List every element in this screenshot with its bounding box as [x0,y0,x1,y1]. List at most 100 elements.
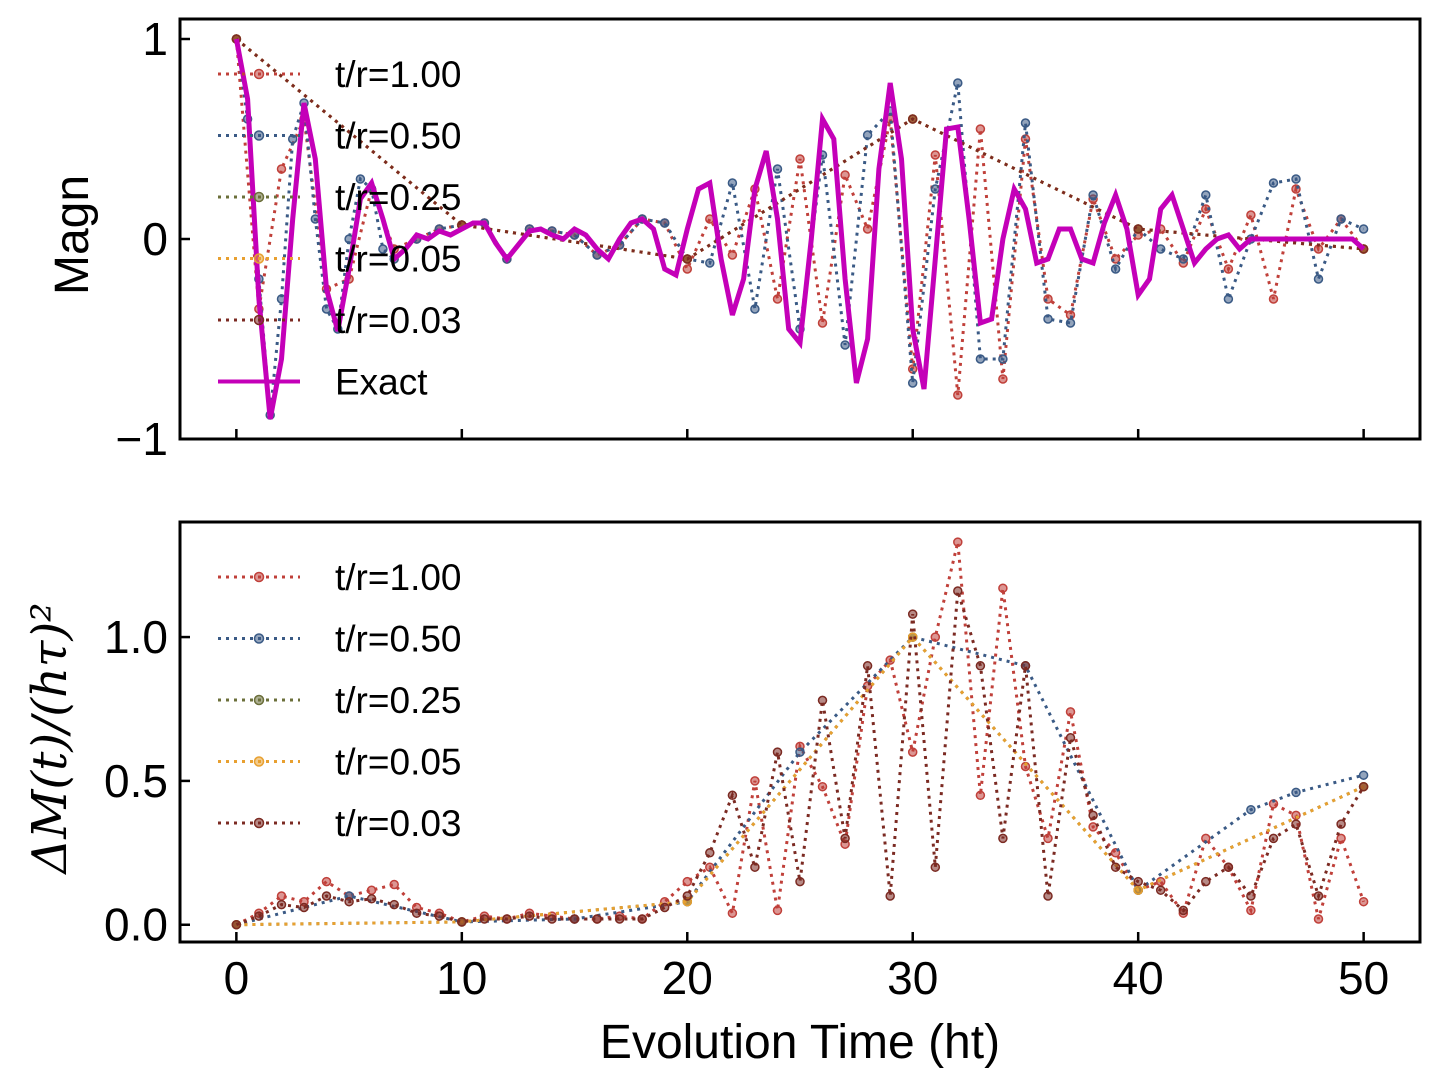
bottom-data-point [885,891,895,901]
bottom-data-point [1201,876,1211,887]
top-legend-item: t/r=0.25 [218,177,462,218]
top-data-point [907,378,918,388]
bottom-data-point [344,896,354,907]
bottom-data-point [1133,876,1143,887]
top-data-point [1291,174,1301,184]
top-legend-marker [253,253,265,264]
bottom-legend-marker [253,633,265,644]
top-data-point [1246,210,1256,220]
bottom-legend-label: t/r=0.03 [335,803,462,844]
bottom-data-point [1268,833,1279,844]
top-data-point [840,170,850,180]
bottom-data-point [614,914,625,924]
top-y-axis-label: Magn [46,175,99,295]
top-legend-label: t/r=1.00 [335,54,462,95]
bottom-legend: t/r=1.00 t/r=0.50 t/r=0.25 t/r=0.05 t/r=0.03 [218,557,462,844]
bottom-data-point [907,609,918,619]
top-data-point [953,390,963,400]
bottom-legend-marker [253,817,265,829]
bottom-data-point [1088,822,1098,832]
bottom-data-point [1155,876,1166,887]
top-data-point [727,178,738,188]
bottom-data-point [1313,914,1324,924]
top-data-point [1313,274,1324,284]
bottom-data-point [682,876,693,887]
bottom-x-tick-label: 20 [662,952,713,1004]
bottom-data-point [1043,833,1053,844]
bottom-data-point [276,899,287,910]
bottom-legend-marker [253,756,265,767]
bottom-legend-label: t/r=1.00 [335,557,462,598]
top-data-point [1020,118,1031,128]
bottom-data-point [998,583,1008,593]
bottom-data-point [1291,810,1301,821]
top-data-point [355,174,366,184]
bottom-legend-item: t/r=0.03 [218,803,462,844]
bottom-data-point [682,891,693,901]
top-data-point [1065,318,1076,328]
top-legend-item: t/r=0.50 [218,116,462,157]
top-legend-item: t/r=0.03 [218,300,462,341]
bottom-series-4 [231,586,1369,930]
top-data-point [772,164,783,174]
top-axes-frame [178,17,1422,441]
bottom-data-point [1110,862,1121,872]
top-data-point [1155,244,1166,254]
top-legend-item: t/r=1.00 [218,54,462,95]
bottom-data-point [1358,781,1369,792]
top-data-point [276,164,287,174]
bottom-data-point [389,879,399,890]
top-data-point [862,224,873,234]
bottom-data-point [727,908,738,918]
top-legend-label: t/r=0.50 [335,116,462,157]
top-legend-item: Exact [218,362,428,403]
top-data-point [705,258,715,268]
bottom-data-point [772,747,783,757]
top-legend-marker [253,130,265,141]
bottom-legend-item: t/r=1.00 [218,557,462,598]
bottom-y-tick-label: 0.5 [104,755,168,807]
top-legend: t/r=1.00 t/r=0.50 t/r=0.25 t/r=0.05 t/r=0.03… [218,54,462,403]
bottom-data-point [953,537,963,547]
bottom-data-point [1020,661,1031,671]
bottom-data-point [862,661,873,671]
bottom-y-axis-label: ΔM(t)/(hτ)² [22,603,78,876]
bottom-data-point [998,833,1008,844]
bottom-data-point [1358,770,1369,780]
top-legend-marker [253,314,265,326]
bottom-data-point [1155,885,1166,895]
bottom-data-point [389,899,399,910]
top-data-point [1268,294,1279,304]
top-data-point [682,264,693,274]
top-data-point [1268,178,1279,188]
top-data-point [975,124,986,134]
bottom-data-point [1291,787,1301,798]
bottom-data-point [1291,819,1301,829]
top-data-point [1336,214,1346,224]
bottom-data-point [299,902,309,913]
bottom-series-line-3 [236,634,1365,927]
bottom-x-tick-label: 30 [887,952,938,1004]
bottom-data-point [254,911,264,921]
bottom-data-point [1133,885,1143,895]
bottom-axes-frame [178,520,1422,944]
bottom-data-point [1088,810,1098,821]
top-data-point [1178,254,1189,264]
top-data-point [998,354,1008,364]
bottom-data-point [953,586,963,596]
top-data-point [998,374,1008,384]
bottom-data-point [1043,891,1053,901]
bottom-data-point [817,695,828,706]
top-data-point [975,354,986,364]
top-panel: −1 0 1 Magn t/r=1.00 t/r=0.50 t/r=0.25 t/r=0.… [46,13,1422,465]
bottom-x-axis-label: Evolution Time (ht) [600,1016,1000,1069]
top-data-point [1133,224,1143,234]
bottom-data-point [411,908,422,918]
bottom-data-point [907,747,918,757]
top-data-point [840,340,850,350]
top-data-point [1110,264,1121,274]
bottom-data-point [975,790,986,801]
top-data-point [1088,190,1098,200]
top-y-tick-label: 0 [142,213,168,265]
bottom-data-point [817,781,828,792]
